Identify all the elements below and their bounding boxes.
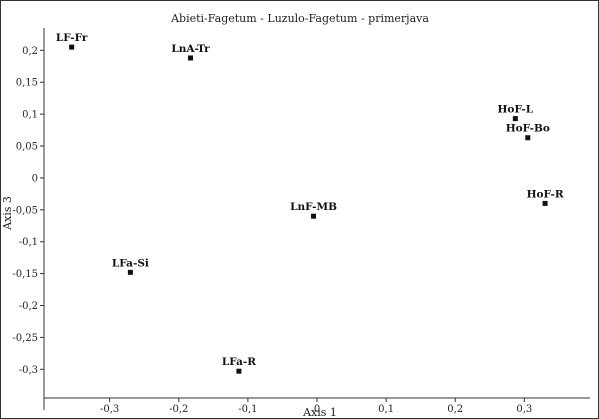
data-point-label: LnF-MB (290, 201, 337, 213)
data-point-label: LnA-Tr (171, 43, 210, 55)
data-point (525, 135, 531, 141)
y-axis-title: Axis 3 (1, 196, 14, 231)
y-tick-label: 0 (32, 173, 38, 184)
y-tick-label: -0,2 (19, 301, 38, 312)
data-point (188, 55, 194, 61)
data-point-label: HoF-R (527, 188, 564, 200)
x-tick-label: -0,2 (169, 404, 188, 415)
data-point (311, 213, 317, 219)
y-ticks: 0,2 0,15 0,1 0,05 0 -0,05 -0,1 -0,15 -0,2 -0,25 -0… (12, 46, 44, 376)
data-point (236, 368, 242, 374)
x-tick-label: 0,1 (378, 404, 394, 415)
x-axis-title: Axis 1 (302, 406, 337, 419)
y-tick-label: 0,05 (16, 142, 38, 153)
data-point (69, 44, 75, 50)
y-tick-label: -0,3 (19, 365, 38, 376)
x-tick-label: 0,3 (516, 404, 532, 415)
data-point-label: HoF-L (498, 104, 534, 116)
data-point (127, 269, 133, 275)
y-tick-label: 0,2 (22, 46, 38, 57)
data-point (512, 116, 518, 122)
data-point (542, 200, 548, 206)
x-tick-label: 0 (314, 404, 320, 415)
data-point-label: HoF-Bo (506, 123, 550, 135)
y-tick-label: -0,25 (12, 333, 38, 344)
x-tick-label: -0,1 (238, 404, 257, 415)
x-tick-label: -0,3 (100, 404, 119, 415)
y-tick-label: -0,1 (19, 237, 38, 248)
data-points: LF-Fr LnA-Tr HoF-L HoF-Bo HoF-R LnF-MB LFa-Si L… (56, 32, 564, 374)
y-tick-label: 0,15 (16, 78, 38, 89)
data-point-label: LF-Fr (56, 32, 88, 44)
x-tick-label: 0,2 (447, 404, 463, 415)
y-tick-label: -0,05 (12, 205, 38, 216)
data-point-label: LFa-Si (112, 257, 149, 269)
x-ticks: -0,3 -0,2 -0,1 0 0,1 0,2 0,3 (100, 398, 532, 415)
chart-title: Abieti-Fagetum - Luzulo-Fagetum - primer… (170, 12, 429, 25)
y-tick-label: -0,15 (12, 269, 38, 280)
data-point-label: LFa-R (222, 356, 256, 368)
y-tick-label: 0,1 (22, 110, 38, 121)
